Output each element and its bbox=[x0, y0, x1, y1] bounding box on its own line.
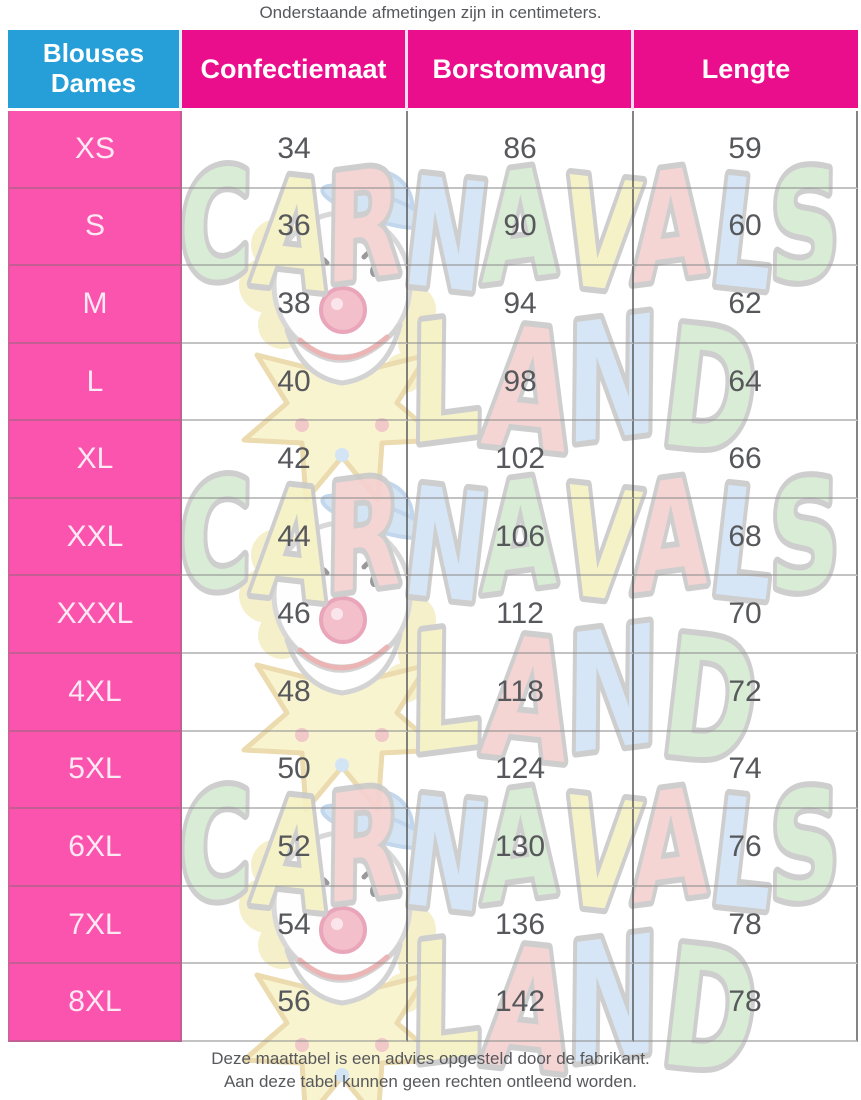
lengte-value-cell: 66 bbox=[634, 421, 858, 499]
size-label-cell: XS bbox=[8, 111, 182, 189]
lengte-value-cell: 72 bbox=[634, 654, 858, 732]
size-label-cell: 6XL bbox=[8, 809, 182, 887]
size-label-cell: L bbox=[8, 343, 182, 422]
size-label-cell: 7XL bbox=[8, 886, 182, 965]
lengte-value-cell: 76 bbox=[634, 809, 858, 887]
borstomvang-value-cell: 106 bbox=[408, 498, 634, 577]
confectiemaat-value-cell: 40 bbox=[182, 343, 408, 422]
table-row: XXXL 46 112 70 bbox=[8, 576, 858, 655]
borstomvang-value-cell: 142 bbox=[408, 964, 634, 1042]
borstomvang-value-cell: 112 bbox=[408, 576, 634, 655]
borstomvang-value-cell: 94 bbox=[408, 266, 634, 344]
lengte-value-cell: 74 bbox=[634, 731, 858, 810]
borstomvang-value-cell: 136 bbox=[408, 886, 634, 965]
corner-title-line2: Dames bbox=[50, 68, 137, 98]
disclaimer-line1: Deze maattabel is een advies opgesteld d… bbox=[211, 1049, 650, 1068]
lengte-value-cell: 64 bbox=[634, 343, 858, 422]
confectiemaat-value-cell: 46 bbox=[182, 576, 408, 655]
size-table-wrap: CARNAVALS LAND Blouses Dames bbox=[8, 30, 858, 1042]
size-label-cell: 4XL bbox=[8, 654, 182, 732]
lengte-value-cell: 68 bbox=[634, 498, 858, 577]
column-header-confectiemaat: Confectiemaat bbox=[182, 30, 408, 111]
size-label-cell: XL bbox=[8, 421, 182, 499]
size-table: Blouses Dames Confectiemaat Borstomvang … bbox=[8, 30, 858, 1042]
table-row: 7XL 54 136 78 bbox=[8, 886, 858, 965]
units-caption: Onderstaande afmetingen zijn in centimet… bbox=[259, 3, 602, 22]
table-row: 5XL 50 124 74 bbox=[8, 731, 858, 810]
table-row: XXL 44 106 68 bbox=[8, 498, 858, 577]
lengte-value-cell: 62 bbox=[634, 266, 858, 344]
column-header-borstomvang: Borstomvang bbox=[408, 30, 634, 111]
borstomvang-value-cell: 86 bbox=[408, 111, 634, 189]
corner-title-line1: Blouses bbox=[42, 38, 145, 69]
confectiemaat-value-cell: 54 bbox=[182, 886, 408, 965]
header-row: Blouses Dames Confectiemaat Borstomvang … bbox=[8, 30, 858, 111]
confectiemaat-value-cell: 42 bbox=[182, 421, 408, 499]
column-header-lengte: Lengte bbox=[634, 30, 858, 111]
confectiemaat-value-cell: 50 bbox=[182, 731, 408, 810]
table-row: 4XL 48 118 72 bbox=[8, 654, 858, 732]
lengte-value-cell: 70 bbox=[634, 576, 858, 655]
table-row: M 38 94 62 bbox=[8, 266, 858, 344]
table-row: 8XL 56 142 78 bbox=[8, 964, 858, 1042]
confectiemaat-value-cell: 56 bbox=[182, 964, 408, 1042]
lengte-value-cell: 59 bbox=[634, 111, 858, 189]
size-table-body: XS 34 86 59 S 36 90 60 M 38 94 62 L 40 98 64 XL 42 102 66 XX… bbox=[8, 111, 858, 1042]
confectiemaat-value-cell: 34 bbox=[182, 111, 408, 189]
confectiemaat-value-cell: 38 bbox=[182, 266, 408, 344]
borstomvang-value-cell: 98 bbox=[408, 343, 634, 422]
borstomvang-value-cell: 90 bbox=[408, 188, 634, 267]
borstomvang-value-cell: 124 bbox=[408, 731, 634, 810]
size-label-cell: XXL bbox=[8, 498, 182, 577]
table-row: L 40 98 64 bbox=[8, 343, 858, 422]
size-label-cell: S bbox=[8, 188, 182, 267]
disclaimer-line2: Aan deze tabel kunnen geen rechten ontle… bbox=[223, 1071, 638, 1091]
size-label-cell: 5XL bbox=[8, 731, 182, 810]
confectiemaat-value-cell: 44 bbox=[182, 498, 408, 577]
borstomvang-value-cell: 102 bbox=[408, 421, 634, 499]
size-label-cell: M bbox=[8, 266, 182, 344]
confectiemaat-value-cell: 52 bbox=[182, 809, 408, 887]
table-row: XL 42 102 66 bbox=[8, 421, 858, 499]
confectiemaat-value-cell: 36 bbox=[182, 188, 408, 267]
disclaimer: Deze maattabel is een advies opgesteld d… bbox=[0, 1048, 861, 1094]
size-table-header: Blouses Dames Confectiemaat Borstomvang … bbox=[8, 30, 858, 111]
confectiemaat-value-cell: 48 bbox=[182, 654, 408, 732]
table-row: S 36 90 60 bbox=[8, 188, 858, 267]
size-label-cell: XXXL bbox=[8, 576, 182, 655]
lengte-value-cell: 78 bbox=[634, 886, 858, 965]
lengte-value-cell: 60 bbox=[634, 188, 858, 267]
lengte-value-cell: 78 bbox=[634, 964, 858, 1042]
table-corner-header: Blouses Dames bbox=[8, 30, 182, 111]
table-row: 6XL 52 130 76 bbox=[8, 809, 858, 887]
size-label-cell: 8XL bbox=[8, 964, 182, 1042]
table-row: XS 34 86 59 bbox=[8, 111, 858, 189]
borstomvang-value-cell: 130 bbox=[408, 809, 634, 887]
borstomvang-value-cell: 118 bbox=[408, 654, 634, 732]
